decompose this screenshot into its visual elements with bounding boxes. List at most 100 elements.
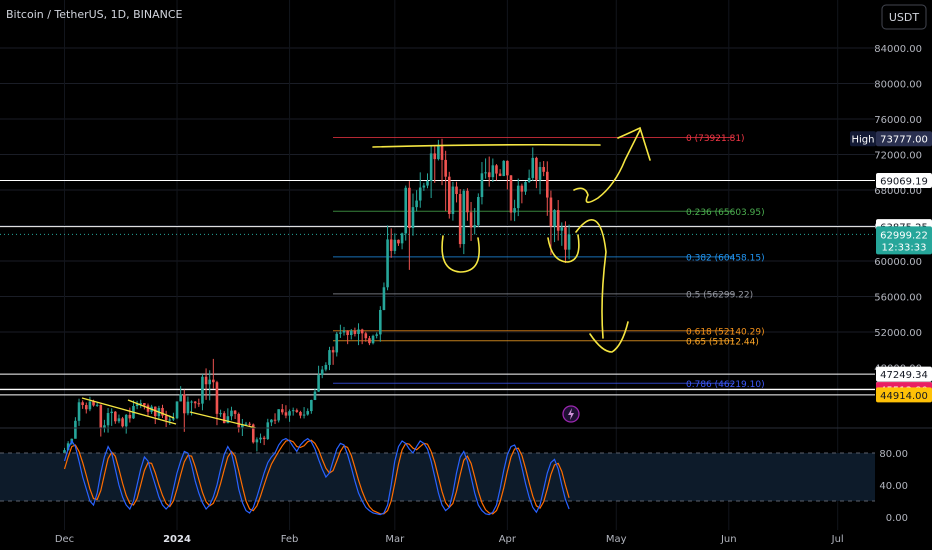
candle[interactable] <box>437 139 440 161</box>
stochastic-rsi-pane[interactable]: 0.00 40.00 80.00 <box>0 427 932 524</box>
candle[interactable] <box>495 164 498 181</box>
candle[interactable] <box>135 400 139 410</box>
candle[interactable] <box>491 158 495 183</box>
candle[interactable] <box>299 410 302 419</box>
candle[interactable] <box>509 175 513 221</box>
candle[interactable] <box>230 406 233 421</box>
candle[interactable] <box>110 408 113 426</box>
candle[interactable] <box>455 181 458 203</box>
candle[interactable] <box>84 402 88 414</box>
candle[interactable] <box>451 181 455 221</box>
candle[interactable] <box>302 407 306 419</box>
candle[interactable] <box>393 233 397 255</box>
candle[interactable] <box>320 365 324 379</box>
candle[interactable] <box>117 414 121 424</box>
candle[interactable] <box>124 414 128 434</box>
candle[interactable] <box>291 407 295 416</box>
candle[interactable] <box>560 222 564 246</box>
lightning-icon[interactable] <box>562 405 580 423</box>
candle[interactable] <box>353 327 357 337</box>
candle[interactable] <box>219 409 222 417</box>
candle[interactable] <box>208 370 211 401</box>
candle[interactable] <box>564 221 567 264</box>
candle[interactable] <box>255 437 259 452</box>
candle[interactable] <box>422 182 426 191</box>
candle[interactable] <box>400 232 404 250</box>
candle[interactable] <box>516 178 520 217</box>
candle[interactable] <box>498 169 502 177</box>
candle[interactable] <box>244 421 248 426</box>
candle[interactable] <box>222 411 226 424</box>
candle[interactable] <box>462 189 466 255</box>
candle[interactable] <box>506 160 509 190</box>
candle[interactable] <box>502 160 506 177</box>
candle[interactable] <box>415 190 418 212</box>
candle[interactable] <box>397 239 400 246</box>
candle[interactable] <box>556 200 560 241</box>
candle[interactable] <box>487 156 491 187</box>
candle[interactable] <box>281 404 284 415</box>
candle[interactable] <box>277 409 280 423</box>
candle[interactable] <box>193 401 197 409</box>
candle[interactable] <box>114 411 117 424</box>
candle[interactable] <box>331 346 335 365</box>
candle[interactable] <box>270 419 273 427</box>
candle[interactable] <box>549 190 553 256</box>
candle[interactable] <box>404 185 408 241</box>
candle[interactable] <box>473 208 476 235</box>
candle[interactable] <box>273 413 277 425</box>
candle[interactable] <box>288 409 291 422</box>
candle[interactable] <box>520 183 524 204</box>
candle[interactable] <box>535 156 538 189</box>
candle[interactable] <box>324 362 328 372</box>
candle[interactable] <box>153 406 157 425</box>
candle[interactable] <box>368 335 371 346</box>
candle[interactable] <box>375 332 378 339</box>
candle[interactable] <box>241 418 244 437</box>
candle[interactable] <box>542 161 545 177</box>
candle[interactable] <box>146 403 150 416</box>
candle[interactable] <box>411 193 415 236</box>
candle[interactable] <box>364 331 368 342</box>
candle[interactable] <box>259 433 262 444</box>
candle[interactable] <box>527 169 531 183</box>
candle[interactable] <box>106 408 110 433</box>
currency-button[interactable]: USDT <box>881 4 927 30</box>
candle[interactable] <box>553 209 556 243</box>
candle[interactable] <box>128 407 132 423</box>
candle[interactable] <box>466 188 469 221</box>
candle[interactable] <box>182 389 186 432</box>
candle[interactable] <box>408 181 411 270</box>
candle[interactable] <box>317 365 320 392</box>
candle[interactable] <box>310 399 313 414</box>
candlestick-series[interactable] <box>0 138 875 460</box>
candle[interactable] <box>433 146 437 183</box>
candle[interactable] <box>386 225 389 291</box>
candle[interactable] <box>440 138 444 186</box>
candle[interactable] <box>480 162 484 205</box>
candle[interactable] <box>328 346 331 371</box>
candle[interactable] <box>513 199 516 222</box>
candle[interactable] <box>77 398 81 426</box>
candle[interactable] <box>458 189 462 248</box>
candle[interactable] <box>360 328 364 345</box>
candle[interactable] <box>342 326 346 336</box>
candle[interactable] <box>447 171 451 219</box>
candle[interactable] <box>538 161 542 195</box>
candle[interactable] <box>201 374 204 411</box>
candle[interactable] <box>484 158 487 179</box>
candle[interactable] <box>121 416 124 428</box>
candle[interactable] <box>469 201 473 241</box>
candle[interactable] <box>179 386 182 402</box>
candle[interactable] <box>164 410 168 427</box>
candle[interactable] <box>389 228 393 258</box>
time-axis[interactable]: Dec 2024 Feb Mar Apr May Jun Jul <box>55 534 844 545</box>
candle[interactable] <box>426 173 429 189</box>
candle[interactable] <box>382 282 386 311</box>
candle[interactable] <box>172 412 175 422</box>
candle[interactable] <box>339 324 342 338</box>
candle[interactable] <box>346 330 349 345</box>
candle[interactable] <box>284 405 288 419</box>
candle[interactable] <box>212 358 215 389</box>
